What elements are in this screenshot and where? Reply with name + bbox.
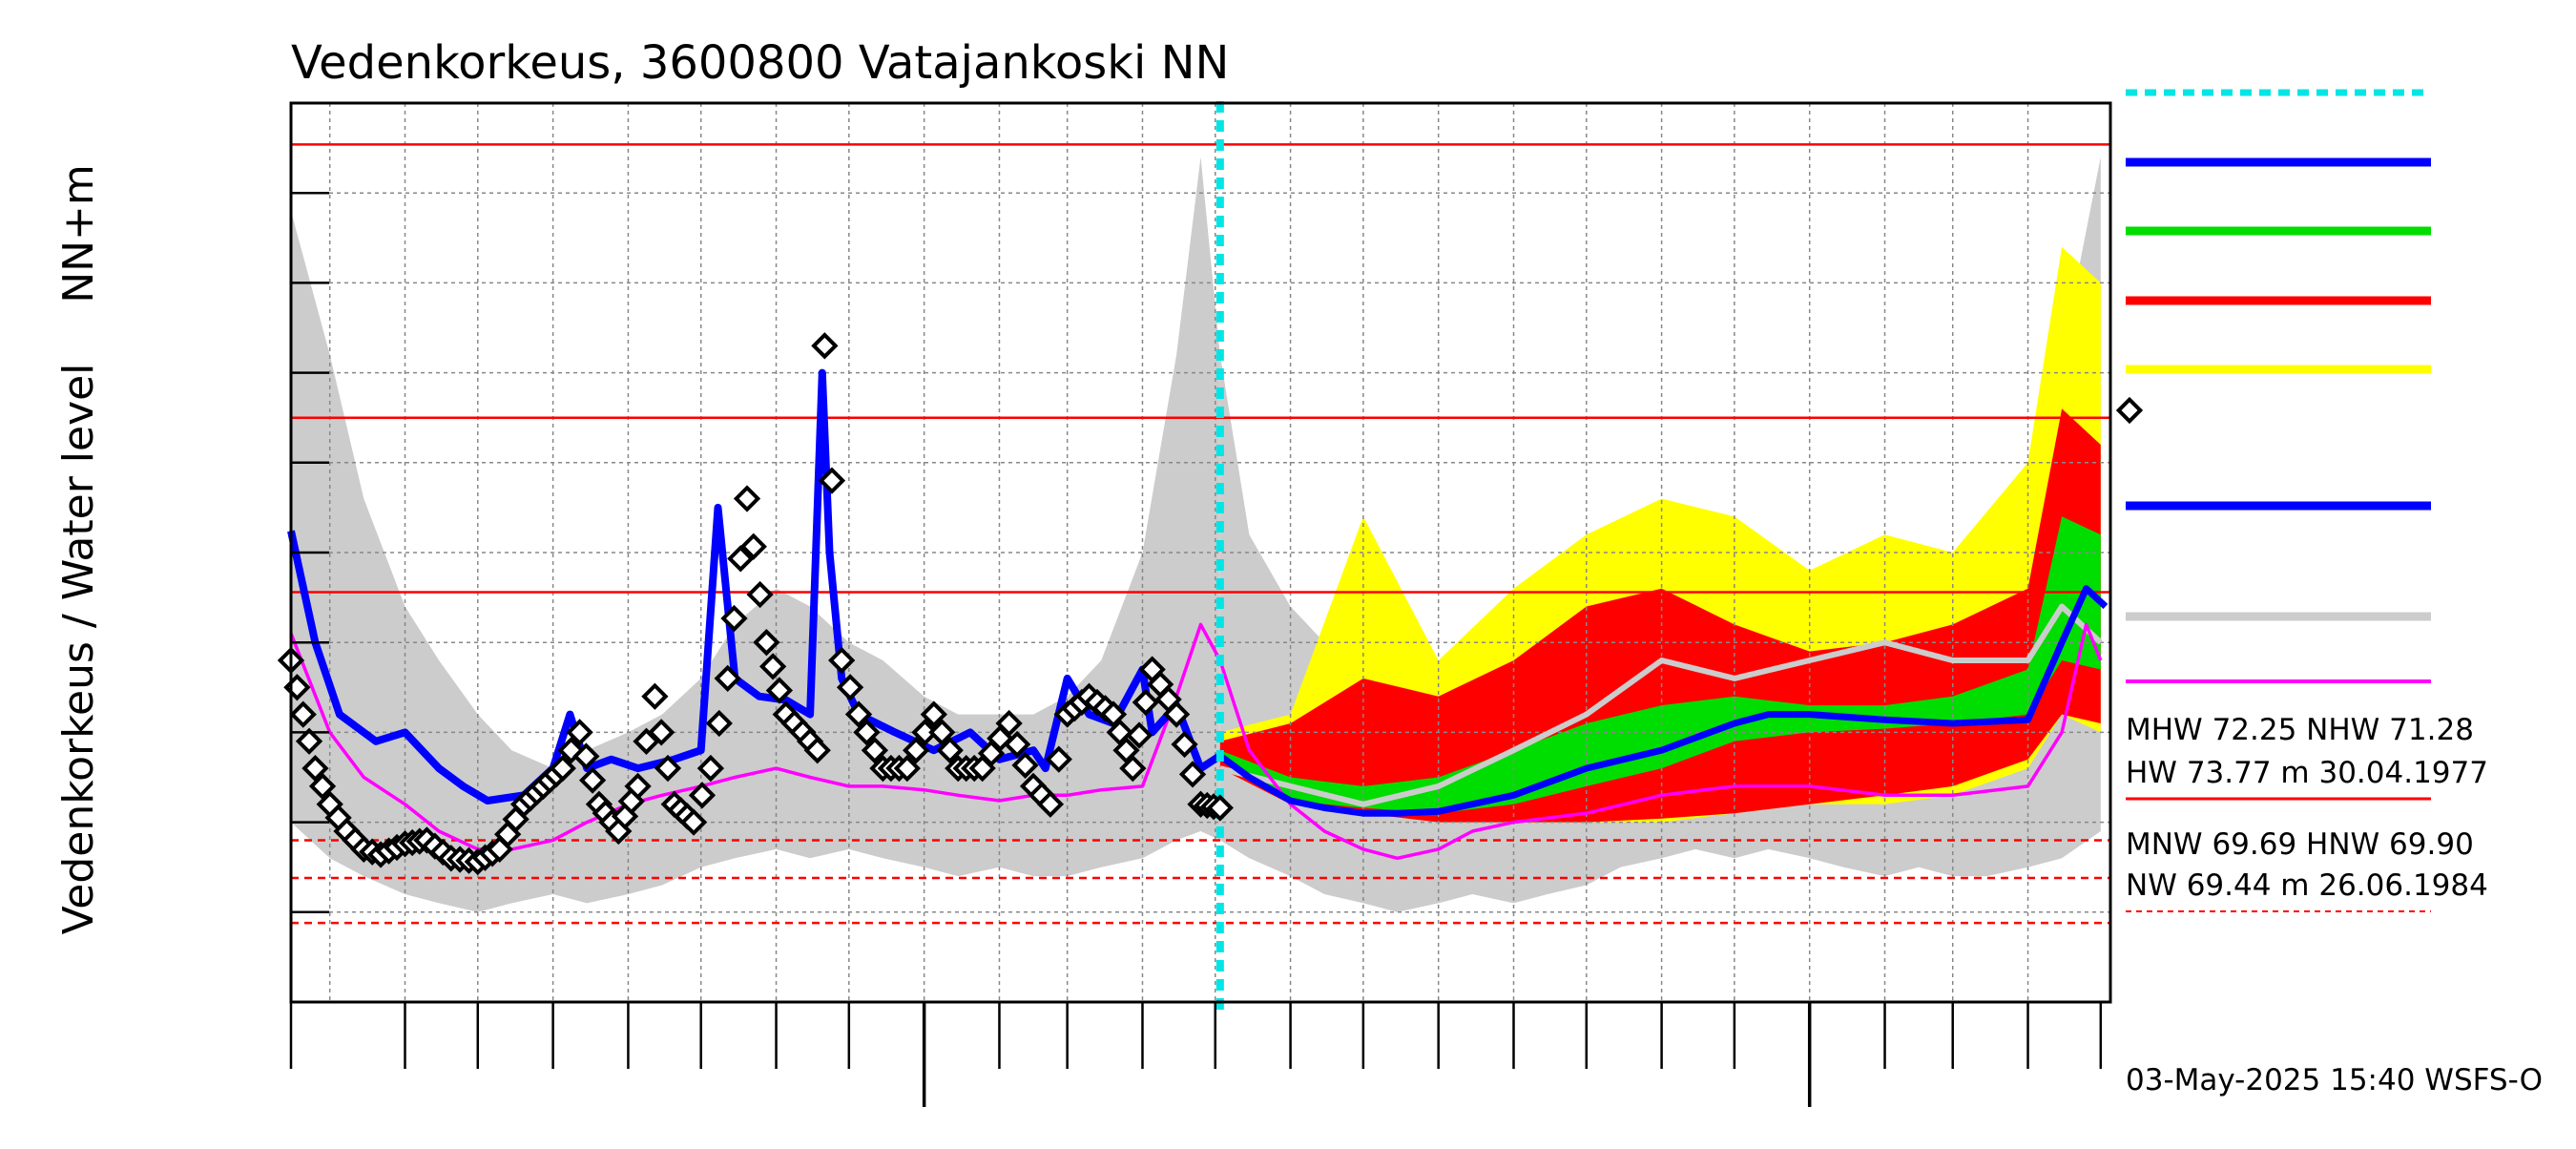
observed-marker — [714, 664, 741, 693]
timestamp-footer: 03-May-2025 15:40 WSFS-O — [2126, 1063, 2543, 1097]
observed-marker — [1119, 754, 1147, 783]
observed-marker — [928, 719, 956, 746]
observed-marker — [578, 766, 607, 794]
observed-marker — [1011, 751, 1039, 780]
observed-marker — [1099, 700, 1128, 728]
observed-marker — [688, 782, 717, 809]
observed-marker — [903, 737, 930, 764]
observed-marker — [1036, 790, 1065, 818]
observed-marker — [566, 719, 593, 746]
observed-markers — [277, 332, 1234, 876]
observed-marker — [1003, 730, 1031, 759]
observed-marker — [844, 700, 873, 728]
observed-marker — [624, 772, 652, 801]
observed-marker — [308, 772, 337, 801]
mean-forecast-line — [1217, 585, 2109, 817]
observed-marker — [1162, 700, 1191, 728]
observed-marker — [1206, 794, 1234, 822]
stats-line-4: NW 69.44 m 26.06.1984 — [2126, 868, 2488, 903]
observed-marker — [679, 808, 708, 836]
observed-marker — [893, 754, 921, 783]
observed-marker — [727, 545, 755, 573]
legend — [2115, 89, 2431, 912]
observed-marker — [803, 737, 831, 764]
observed-marker — [836, 674, 864, 701]
observed-marker — [811, 332, 839, 360]
observed-marker — [696, 754, 725, 783]
y-axis-title: Vedenkorkeus / Water level NN+m — [54, 164, 103, 934]
observed-marker — [920, 700, 947, 728]
reference-lines — [291, 143, 2110, 925]
grid-layer — [291, 102, 2110, 1003]
observed-marker — [853, 719, 881, 746]
stats-line-2: HW 73.77 m 30.04.1977 — [2126, 756, 2488, 790]
chart-title: Vedenkorkeus, 3600800 Vatajankoski NN — [291, 36, 1229, 90]
observed-marker — [1045, 745, 1072, 773]
observed-marker — [1178, 761, 1207, 788]
legend-marker-diamond — [2115, 396, 2144, 425]
observed-marker — [733, 485, 761, 512]
observed-marker — [765, 677, 794, 704]
observed-marker — [1106, 719, 1133, 746]
observed-marker — [641, 682, 669, 710]
observed-marker — [911, 719, 939, 746]
median-line — [289, 622, 2103, 861]
observed-marker — [746, 580, 774, 609]
stats-line-1: MHW 72.25 NHW 71.28 — [2126, 713, 2474, 747]
observed-marker — [828, 646, 856, 675]
axes-layer — [289, 101, 2112, 1107]
observed-marker — [753, 629, 780, 657]
observed-marker — [654, 754, 682, 783]
observed-marker — [572, 742, 600, 770]
observed-marker — [758, 653, 787, 680]
observed-marker — [995, 709, 1023, 738]
y-axis-label: Vedenkorkeus / Water level — [54, 364, 103, 935]
gray-history-line — [1219, 603, 2103, 807]
observed-marker — [301, 754, 329, 783]
observed-marker — [705, 709, 733, 738]
observed-marker — [1125, 721, 1153, 749]
observed-marker — [289, 700, 317, 728]
observed-marker — [1132, 688, 1160, 717]
observed-marker — [861, 737, 889, 764]
observed-marker — [549, 754, 576, 783]
observed-marker — [295, 727, 323, 755]
observed-marker — [1112, 737, 1140, 764]
observed-marker — [1171, 730, 1198, 759]
observed-marker — [648, 719, 675, 746]
y-axis-unit: NN+m — [54, 164, 103, 303]
observed-marker — [818, 467, 846, 494]
history-range-band — [291, 157, 1220, 912]
observed-marker — [720, 604, 748, 633]
statistics-panel: MHW 72.25 NHW 71.28 HW 73.77 m 30.04.197… — [2126, 713, 2488, 903]
stats-line-3: MNW 69.69 HNW 69.90 — [2126, 827, 2474, 862]
observed-marker — [739, 533, 767, 560]
observed-marker — [936, 737, 964, 764]
